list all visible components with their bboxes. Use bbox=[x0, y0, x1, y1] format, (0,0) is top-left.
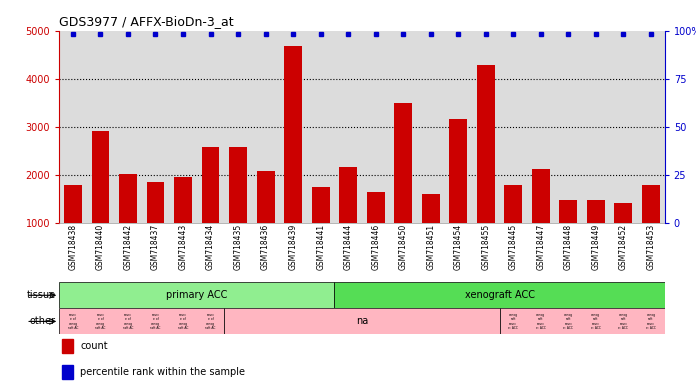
Bar bbox=[334, 282, 665, 308]
Text: xenog
raft
sourc
e: ACC: xenog raft sourc e: ACC bbox=[591, 313, 601, 330]
Bar bbox=[422, 194, 440, 223]
Text: sourc
e of
xenog
raft AC: sourc e of xenog raft AC bbox=[178, 313, 188, 330]
Text: GSM718444: GSM718444 bbox=[344, 224, 353, 270]
Text: GSM718438: GSM718438 bbox=[68, 224, 77, 270]
Text: GSM718441: GSM718441 bbox=[316, 224, 325, 270]
Bar bbox=[147, 182, 164, 223]
Bar bbox=[394, 103, 412, 223]
Bar bbox=[505, 185, 522, 223]
Text: GSM718447: GSM718447 bbox=[537, 224, 546, 270]
Text: GSM718439: GSM718439 bbox=[289, 224, 298, 270]
Text: GSM718445: GSM718445 bbox=[509, 224, 518, 270]
Text: xenog
raft
sourc
e: ACC: xenog raft sourc e: ACC bbox=[508, 313, 519, 330]
Bar bbox=[229, 147, 247, 223]
Text: xenograft ACC: xenograft ACC bbox=[464, 290, 535, 300]
Bar bbox=[224, 308, 500, 334]
Text: GSM718450: GSM718450 bbox=[399, 224, 408, 270]
Text: xenog
raft
sourc
e: ACC: xenog raft sourc e: ACC bbox=[563, 313, 574, 330]
Bar bbox=[500, 308, 665, 334]
Text: na: na bbox=[356, 316, 368, 326]
Bar bbox=[91, 131, 109, 223]
Bar bbox=[284, 46, 302, 223]
Bar bbox=[62, 339, 73, 353]
Text: GDS3977 / AFFX-BioDn-3_at: GDS3977 / AFFX-BioDn-3_at bbox=[59, 15, 234, 28]
Bar bbox=[257, 171, 274, 223]
Bar bbox=[587, 200, 605, 223]
Text: GSM718440: GSM718440 bbox=[96, 224, 105, 270]
Bar bbox=[532, 169, 550, 223]
Text: xenog
raft
sourc
e: ACC: xenog raft sourc e: ACC bbox=[646, 313, 656, 330]
Bar bbox=[339, 167, 357, 223]
Bar bbox=[450, 119, 467, 223]
Bar bbox=[367, 192, 385, 223]
Text: GSM718434: GSM718434 bbox=[206, 224, 215, 270]
Text: GSM718442: GSM718442 bbox=[123, 224, 132, 270]
Text: GSM718437: GSM718437 bbox=[151, 224, 160, 270]
Text: GSM718446: GSM718446 bbox=[371, 224, 380, 270]
Bar bbox=[312, 187, 330, 223]
Bar bbox=[59, 282, 334, 308]
Text: GSM718449: GSM718449 bbox=[592, 224, 601, 270]
Text: count: count bbox=[80, 341, 108, 351]
Text: sourc
e of
xenog
raft AC: sourc e of xenog raft AC bbox=[205, 313, 216, 330]
Text: GSM718451: GSM718451 bbox=[426, 224, 435, 270]
Text: GSM718443: GSM718443 bbox=[178, 224, 187, 270]
Bar bbox=[174, 177, 192, 223]
Text: GSM718452: GSM718452 bbox=[619, 224, 628, 270]
Bar bbox=[119, 174, 137, 223]
Text: GSM718448: GSM718448 bbox=[564, 224, 573, 270]
Text: xenog
raft
sourc
e: ACC: xenog raft sourc e: ACC bbox=[619, 313, 628, 330]
Text: percentile rank within the sample: percentile rank within the sample bbox=[80, 367, 246, 377]
Text: sourc
e of
xenog
raft AC: sourc e of xenog raft AC bbox=[95, 313, 106, 330]
Text: GSM718436: GSM718436 bbox=[261, 224, 270, 270]
Text: primary ACC: primary ACC bbox=[166, 290, 228, 300]
Text: other: other bbox=[30, 316, 56, 326]
Bar bbox=[560, 200, 577, 223]
Text: GSM718455: GSM718455 bbox=[481, 224, 490, 270]
Bar bbox=[477, 65, 495, 223]
Text: sourc
e of
xenog
raft AC: sourc e of xenog raft AC bbox=[68, 313, 78, 330]
Text: GSM718453: GSM718453 bbox=[647, 224, 656, 270]
Text: tissue: tissue bbox=[26, 290, 56, 300]
Bar bbox=[64, 185, 82, 223]
Bar bbox=[202, 147, 219, 223]
Bar bbox=[59, 308, 224, 334]
Text: GSM718435: GSM718435 bbox=[234, 224, 243, 270]
Bar bbox=[62, 366, 73, 379]
Text: sourc
e of
xenog
raft AC: sourc e of xenog raft AC bbox=[150, 313, 161, 330]
Bar bbox=[642, 185, 660, 223]
Bar bbox=[615, 203, 633, 223]
Text: xenog
raft
sourc
e: ACC: xenog raft sourc e: ACC bbox=[536, 313, 546, 330]
Text: sourc
e of
xenog
raft AC: sourc e of xenog raft AC bbox=[122, 313, 133, 330]
Text: GSM718454: GSM718454 bbox=[454, 224, 463, 270]
